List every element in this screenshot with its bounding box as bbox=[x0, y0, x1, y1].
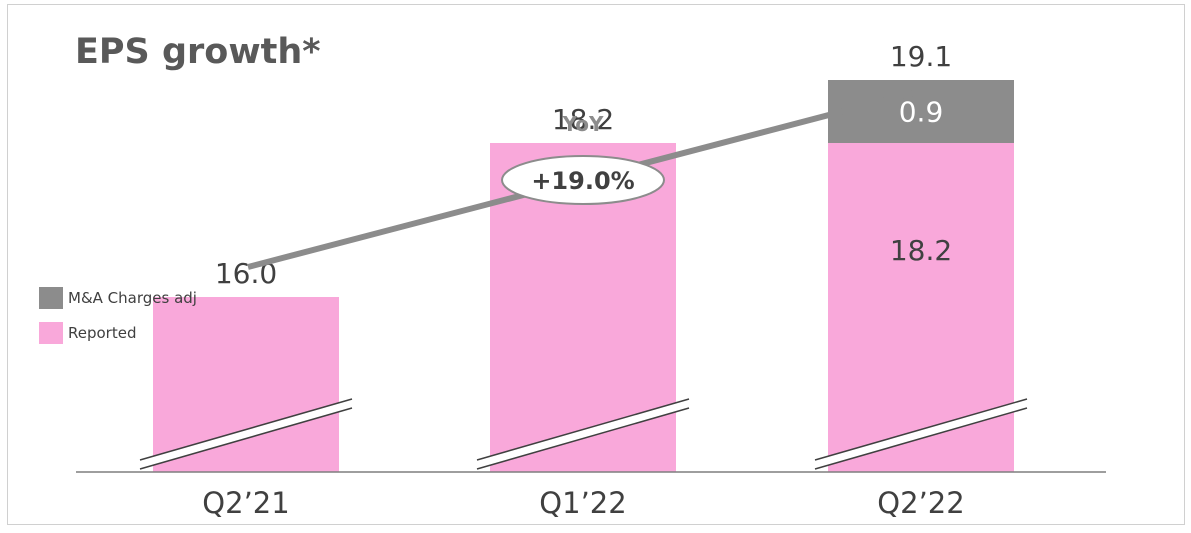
category-labels: Q2’21 Q1’22 Q2’22 bbox=[202, 486, 964, 520]
bar-adj bbox=[828, 80, 1014, 143]
axis-break-marker bbox=[814, 398, 1028, 470]
legend-label-adj: M&A Charges adj bbox=[68, 289, 197, 307]
legend-swatch-reported bbox=[39, 322, 63, 344]
growth-value: +19.0% bbox=[531, 167, 634, 195]
bar-reported bbox=[153, 297, 339, 472]
chart-frame: EPS growth* 16.0 18.2 0.9 18.2 19.1 Q2’21 Q1’… bbox=[7, 4, 1185, 525]
category-label: Q1’22 bbox=[539, 486, 626, 520]
category-label: Q2’21 bbox=[202, 486, 289, 520]
legend-label-reported: Reported bbox=[68, 324, 136, 342]
bar-total-label: 18.2 bbox=[552, 103, 614, 136]
bars-group: 16.018.2 0.918.219.1 bbox=[139, 40, 1028, 472]
bar-reported bbox=[828, 143, 1014, 472]
adj-segment-label: 0.9 bbox=[899, 96, 944, 129]
bar-total-label: 19.1 bbox=[890, 40, 952, 73]
category-label: Q2’22 bbox=[877, 486, 964, 520]
growth-ellipse bbox=[501, 155, 665, 205]
chart-title: EPS growth* bbox=[75, 32, 321, 72]
axis-break-marker bbox=[476, 398, 690, 470]
eps-chart: EPS growth* 16.018.2 0.918.219.1 Q2’21 Q1’… bbox=[39, 32, 1106, 520]
legend-swatch-adj bbox=[39, 287, 63, 309]
yoy-label: YoY bbox=[562, 112, 604, 136]
reported-segment-label: 18.2 bbox=[890, 234, 952, 267]
legend: M&A Charges adj Reported bbox=[39, 287, 197, 344]
axis-break-marker bbox=[139, 398, 353, 470]
